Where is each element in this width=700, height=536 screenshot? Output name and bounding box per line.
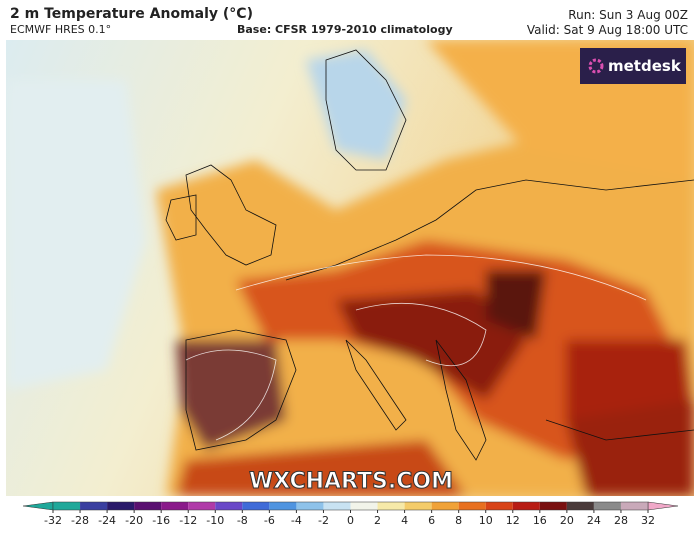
- colorbar-tick-label: 2: [374, 514, 381, 527]
- model: ECMWF HRES 0.1°: [10, 23, 112, 36]
- colorbar-tick-label: -4: [291, 514, 302, 527]
- colorbar-segment: [512, 502, 540, 510]
- colorbar-segment: [134, 502, 162, 510]
- colorbar-segment: [485, 502, 513, 510]
- colorbar-segment: [458, 502, 486, 510]
- colorbar-tick-label: -16: [152, 514, 170, 527]
- map: WXCHARTS.COM metdesk: [6, 40, 694, 496]
- base: Base: CFSR 1979-2010 climatology: [237, 23, 453, 36]
- colorbar: -32 -28 -24 -20 -16 -12 -10 -8 -6 -4 -2 0 2 4 6 8 10 12 16…: [22, 501, 679, 527]
- colorbar-tick-label: 20: [560, 514, 574, 527]
- colorbar-tick-label: -6: [264, 514, 275, 527]
- colorbar-segment: [161, 502, 189, 510]
- contour-lines: [185, 254, 647, 441]
- colorbar-tick-label: 12: [506, 514, 520, 527]
- logo-icon: [588, 58, 604, 74]
- valid: Valid: Sat 9 Aug 18:00 UTC: [526, 23, 688, 37]
- colorbar-segment: [404, 502, 432, 510]
- colorbar-segment: [377, 502, 405, 510]
- colorbar-tick-label: 4: [401, 514, 408, 527]
- colorbar-end: [647, 501, 679, 511]
- coastlines: [165, 49, 694, 461]
- colorbar-segment: [566, 502, 594, 510]
- colorbar-segment: [539, 502, 567, 510]
- colorbar-segment: [350, 502, 378, 510]
- colorbar-segment: [242, 502, 270, 510]
- colorbar-tick-label: -2: [318, 514, 329, 527]
- colorbar-tick-label: -8: [237, 514, 248, 527]
- colorbar-tick-label: -12: [179, 514, 197, 527]
- colorbar-tick-label: 16: [533, 514, 547, 527]
- colorbar-tick-label: 10: [479, 514, 493, 527]
- run: Run: Sun 3 Aug 00Z: [568, 8, 688, 22]
- colorbar-end: [22, 501, 54, 511]
- title: 2 m Temperature Anomaly (°C): [10, 6, 253, 22]
- colorbar-tick-label: 28: [614, 514, 628, 527]
- logo-box: [580, 48, 686, 84]
- colorbar-tick-label: -32: [44, 514, 62, 527]
- colorbar-tick-label: 8: [455, 514, 462, 527]
- colorbar-tick-label: 24: [587, 514, 601, 527]
- colorbar-segment: [53, 502, 81, 510]
- colorbar-segment: [269, 502, 297, 510]
- colorbar-segment: [215, 502, 243, 510]
- colorbar-segment: [296, 502, 324, 510]
- colorbar-tick-label: -20: [125, 514, 143, 527]
- colorbar-segment: [80, 502, 108, 510]
- colorbar-tick-label: -24: [98, 514, 116, 527]
- colorbar-tick-label: -10: [206, 514, 224, 527]
- colorbar-segment: [323, 502, 351, 510]
- colorbar-tick-label: 32: [641, 514, 655, 527]
- colorbar-segment: [107, 502, 135, 510]
- colorbar-segment: [188, 502, 216, 510]
- logo-text: metdesk: [608, 57, 682, 75]
- watermark: WXCHARTS.COM: [249, 469, 453, 494]
- colorbar-segment: [593, 502, 621, 510]
- colorbar-tick-label: 0: [347, 514, 354, 527]
- colorbar-segment: [620, 502, 648, 510]
- colorbar-tick-label: 6: [428, 514, 435, 527]
- colorbar-tick-label: -28: [71, 514, 89, 527]
- colorbar-segment: [431, 502, 459, 510]
